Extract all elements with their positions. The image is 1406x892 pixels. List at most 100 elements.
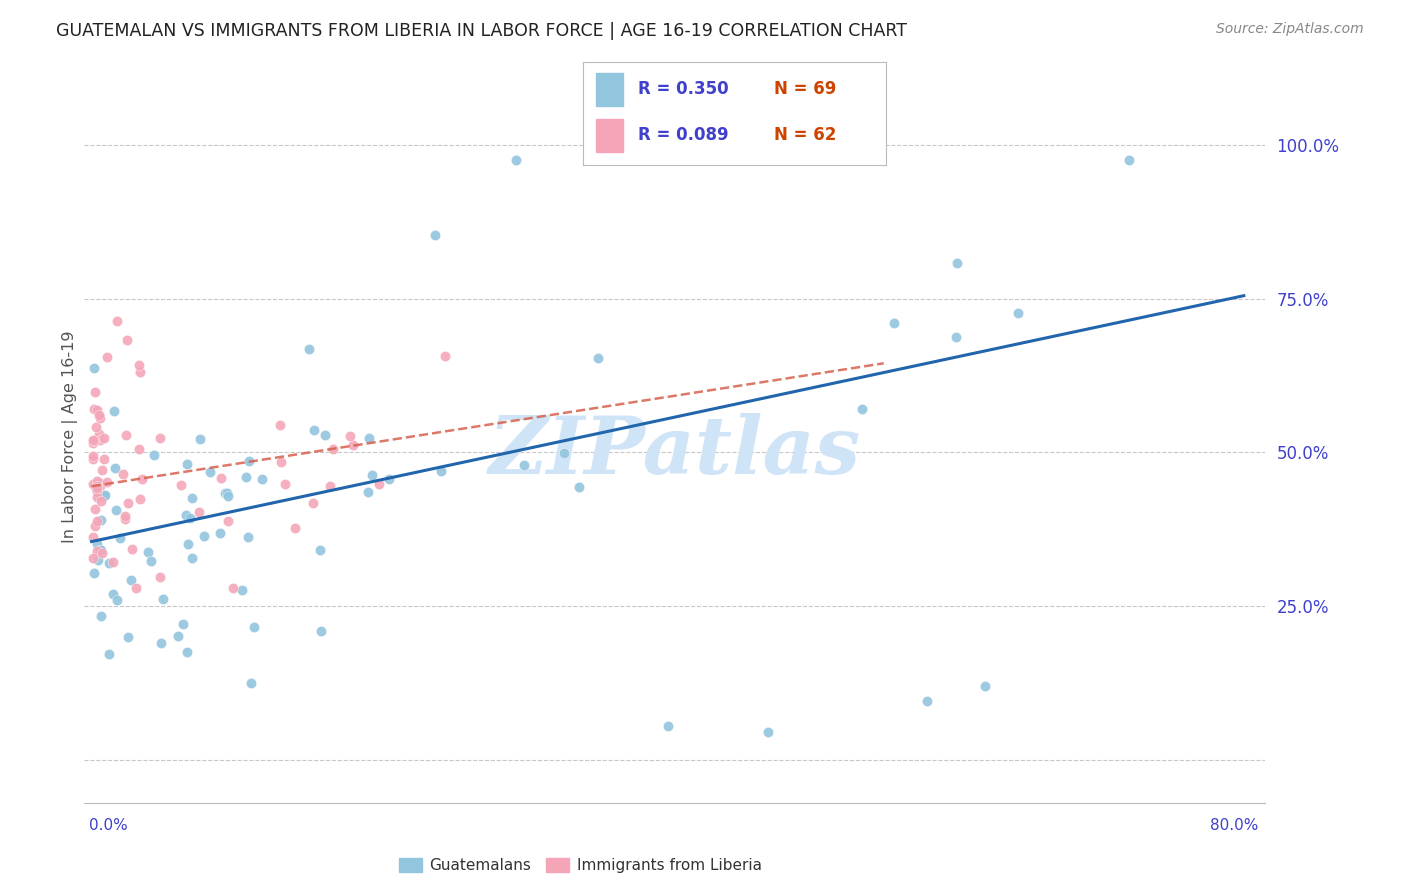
Point bbox=[250, 472, 273, 486]
Point bbox=[117, 630, 139, 644]
Point bbox=[235, 470, 257, 484]
Y-axis label: In Labor Force | Age 16-19: In Labor Force | Age 16-19 bbox=[62, 331, 79, 543]
Point bbox=[121, 541, 143, 556]
Point bbox=[883, 316, 905, 330]
Point bbox=[283, 521, 305, 535]
Point bbox=[103, 404, 125, 418]
Point bbox=[152, 591, 174, 606]
Point bbox=[222, 581, 245, 595]
Point bbox=[94, 488, 117, 502]
Point bbox=[115, 427, 138, 442]
Text: 80.0%: 80.0% bbox=[1211, 818, 1258, 832]
Point bbox=[434, 349, 457, 363]
Point bbox=[243, 620, 266, 634]
Point bbox=[309, 624, 332, 638]
Point bbox=[90, 543, 112, 558]
Point bbox=[128, 358, 150, 372]
Point bbox=[93, 431, 115, 445]
Point bbox=[101, 587, 124, 601]
Point bbox=[176, 537, 198, 551]
Point bbox=[945, 330, 967, 344]
Point bbox=[176, 645, 198, 659]
Point bbox=[136, 545, 159, 559]
Point bbox=[657, 719, 679, 733]
Point bbox=[198, 465, 221, 479]
Point bbox=[269, 418, 291, 433]
Point bbox=[84, 501, 107, 516]
Point bbox=[209, 470, 232, 484]
Point bbox=[322, 442, 344, 456]
Point bbox=[176, 457, 198, 471]
Text: ZIPatlas: ZIPatlas bbox=[489, 413, 860, 491]
Point bbox=[111, 467, 134, 482]
Point bbox=[128, 365, 150, 379]
Point bbox=[108, 531, 131, 545]
Point bbox=[214, 486, 236, 500]
Point bbox=[149, 636, 172, 650]
Point bbox=[758, 725, 780, 739]
Point bbox=[128, 442, 150, 457]
Point bbox=[357, 485, 380, 500]
Point bbox=[342, 437, 364, 451]
Point bbox=[143, 448, 166, 462]
Text: N = 62: N = 62 bbox=[773, 126, 837, 144]
Point bbox=[170, 478, 193, 492]
Point bbox=[215, 486, 238, 500]
Point bbox=[82, 452, 104, 467]
Point bbox=[105, 313, 128, 327]
Point bbox=[120, 574, 142, 588]
Point bbox=[86, 481, 108, 495]
Point bbox=[274, 477, 297, 491]
Point bbox=[83, 402, 105, 417]
Point bbox=[96, 350, 118, 364]
Point bbox=[91, 463, 114, 477]
Point bbox=[236, 530, 259, 544]
Point bbox=[98, 556, 121, 570]
Point bbox=[83, 361, 105, 376]
Point bbox=[90, 513, 112, 527]
Point bbox=[181, 550, 204, 565]
Point bbox=[89, 410, 111, 425]
Point bbox=[187, 505, 209, 519]
Point bbox=[505, 153, 527, 168]
Point bbox=[82, 551, 104, 566]
Point bbox=[568, 480, 591, 494]
Point bbox=[302, 424, 325, 438]
Point bbox=[83, 434, 105, 448]
Point bbox=[86, 537, 108, 551]
Point bbox=[98, 647, 121, 661]
Point bbox=[86, 515, 108, 529]
Point bbox=[89, 478, 111, 492]
Point bbox=[83, 566, 105, 580]
Point bbox=[84, 518, 107, 533]
Point bbox=[851, 401, 873, 416]
Point bbox=[104, 461, 127, 475]
Point bbox=[430, 463, 453, 477]
Point bbox=[82, 436, 104, 450]
Point bbox=[946, 255, 969, 269]
Point bbox=[89, 476, 111, 491]
Point bbox=[1118, 153, 1140, 168]
Text: GUATEMALAN VS IMMIGRANTS FROM LIBERIA IN LABOR FORCE | AGE 16-19 CORRELATION CHA: GUATEMALAN VS IMMIGRANTS FROM LIBERIA IN… bbox=[56, 22, 907, 40]
Point bbox=[129, 491, 152, 506]
Point bbox=[84, 420, 107, 434]
Point bbox=[973, 679, 995, 693]
Point bbox=[86, 543, 108, 558]
Point bbox=[82, 530, 104, 544]
Point bbox=[174, 508, 197, 522]
Text: 0.0%: 0.0% bbox=[89, 818, 128, 832]
Point bbox=[96, 475, 118, 489]
Point bbox=[238, 453, 260, 467]
Point bbox=[217, 489, 239, 503]
Point bbox=[302, 496, 325, 510]
Point bbox=[89, 434, 111, 448]
Point bbox=[308, 543, 330, 558]
Point bbox=[586, 351, 609, 365]
Point bbox=[84, 482, 107, 496]
Point bbox=[915, 694, 938, 708]
Point bbox=[131, 472, 153, 486]
Point bbox=[1007, 306, 1029, 320]
Point bbox=[82, 434, 104, 448]
Point bbox=[270, 455, 292, 469]
Point bbox=[82, 477, 104, 491]
